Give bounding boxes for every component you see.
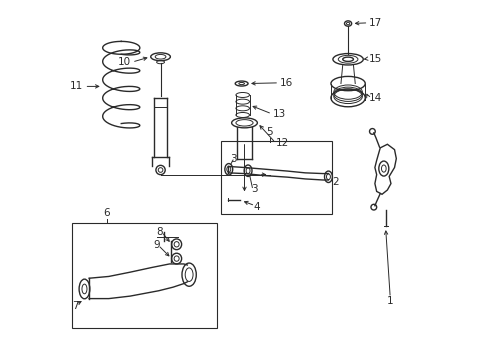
Text: 1: 1	[386, 296, 393, 306]
Text: 13: 13	[272, 109, 285, 119]
Bar	[221, 141, 331, 214]
Text: 12: 12	[275, 138, 288, 148]
Text: 6: 6	[103, 208, 110, 218]
Text: 15: 15	[368, 54, 381, 64]
Text: 3: 3	[251, 184, 257, 194]
Text: 4: 4	[253, 202, 260, 212]
Text: 2: 2	[331, 177, 338, 187]
Text: 10: 10	[118, 57, 131, 67]
Text: 11: 11	[70, 81, 83, 91]
Text: 8: 8	[156, 227, 163, 237]
Text: 9: 9	[153, 240, 159, 250]
Text: 7: 7	[72, 301, 79, 311]
Text: 5: 5	[265, 127, 272, 137]
Text: 17: 17	[368, 18, 381, 28]
Text: 14: 14	[368, 93, 381, 103]
Text: 3: 3	[229, 154, 236, 163]
Bar	[72, 223, 217, 328]
Text: 16: 16	[279, 78, 292, 88]
